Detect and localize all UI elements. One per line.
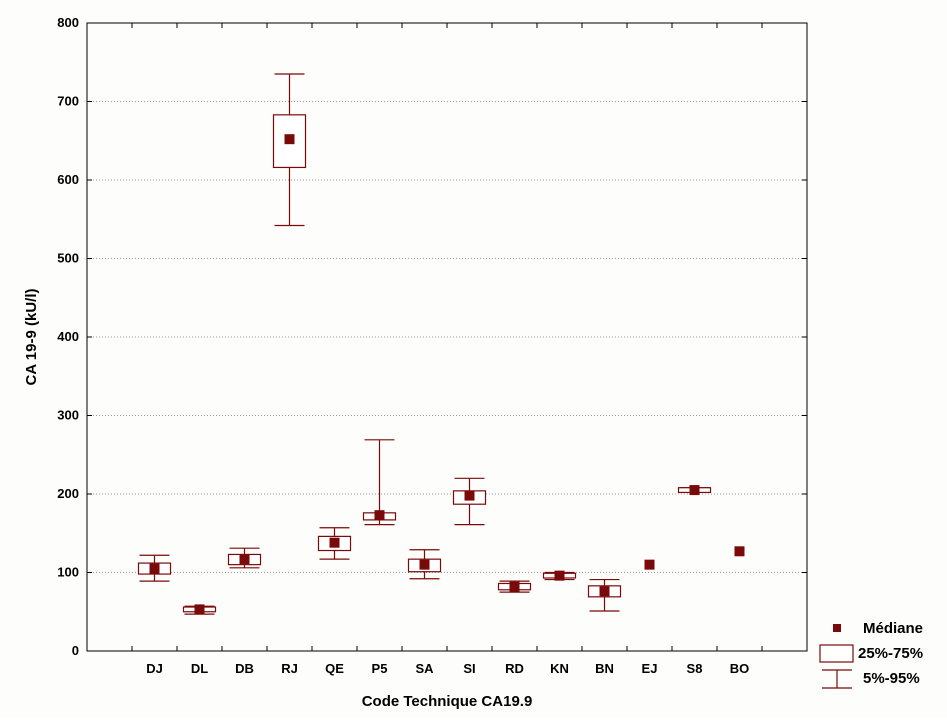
- median-marker: [599, 586, 610, 597]
- y-tick-label: 100: [57, 565, 79, 580]
- legend-median-icon: [833, 624, 841, 632]
- median-marker: [374, 510, 385, 521]
- median-marker: [149, 563, 160, 574]
- x-tick-label: S8: [687, 661, 703, 676]
- median-marker: [239, 554, 250, 565]
- y-axis-title: CA 19-9 (kU/l): [23, 289, 40, 386]
- x-tick-label: EJ: [642, 661, 658, 676]
- y-tick-label: 0: [72, 643, 79, 658]
- median-marker: [689, 485, 700, 496]
- x-tick-label: SI: [463, 661, 475, 676]
- x-axis-title: Code Technique CA19.9: [362, 693, 533, 710]
- legend-whisker-icon: [822, 669, 852, 689]
- median-marker: [419, 559, 430, 570]
- x-tick-label: RD: [505, 661, 524, 676]
- median-marker: [554, 570, 565, 581]
- legend-box-label: 25%-75%: [858, 645, 923, 662]
- x-tick-label: BO: [730, 661, 750, 676]
- x-tick-label: DL: [191, 661, 208, 676]
- x-tick-labels: DJ DL DB RJ QE P5 SA SI RD KN BN EJ S8 BO: [146, 661, 749, 676]
- y-tick-label: 800: [57, 15, 79, 30]
- box-series: [137, 73, 745, 615]
- y-tick-label: 600: [57, 172, 79, 187]
- median-marker: [644, 559, 655, 570]
- legend-whisker-label: 5%-95%: [863, 670, 920, 687]
- x-tick-label: DJ: [146, 661, 163, 676]
- axis-ticks: [86, 22, 808, 652]
- grid-lines: [87, 101, 807, 573]
- x-tick-label: RJ: [281, 661, 298, 676]
- y-tick-label: 700: [57, 94, 79, 109]
- y-tick-label: 200: [57, 486, 79, 501]
- x-tick-label: QE: [325, 661, 344, 676]
- y-tick-labels: 0 100 200 300 400 500 600 700 800: [57, 15, 79, 658]
- legend: Médiane 25%-75% 5%-95%: [819, 620, 923, 689]
- x-tick-label: BN: [595, 661, 614, 676]
- median-marker: [329, 537, 340, 548]
- median-marker: [464, 490, 475, 501]
- x-tick-label: KN: [550, 661, 569, 676]
- median-marker: [194, 604, 205, 615]
- legend-median-label: Médiane: [863, 620, 923, 637]
- legend-box-icon: [819, 644, 854, 663]
- median-marker: [509, 581, 520, 592]
- y-tick-label: 400: [57, 329, 79, 344]
- x-tick-label: SA: [415, 661, 434, 676]
- y-tick-label: 500: [57, 251, 79, 266]
- median-marker: [734, 546, 745, 557]
- x-tick-label: P5: [372, 661, 388, 676]
- y-tick-label: 300: [57, 408, 79, 423]
- x-tick-label: DB: [235, 661, 254, 676]
- median-marker: [284, 134, 295, 145]
